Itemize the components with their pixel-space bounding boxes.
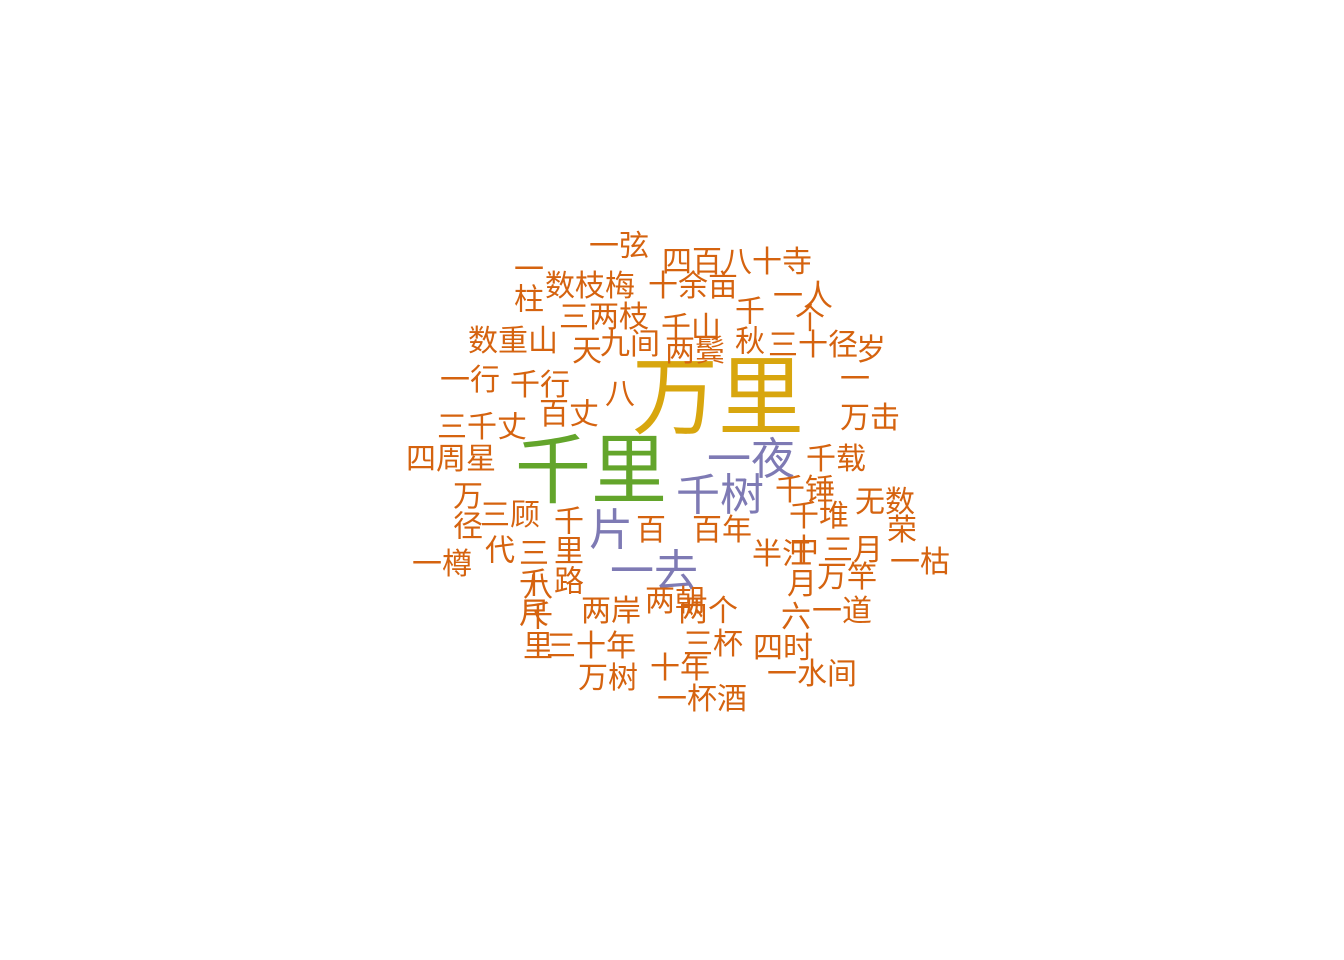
word-42: 月 [787,567,817,602]
word-51: 三杯 [683,627,743,662]
word-22: 三千丈 [437,410,527,445]
word-9: 千秋 [729,295,764,355]
word-24: 四周星 [406,442,496,477]
word-41: 荣 [887,513,917,548]
word-32: 千堆 [789,499,849,534]
word-wanli: 万里 [632,348,804,448]
word-16: 个 [795,302,825,337]
word-1: 一弦 [589,229,649,264]
word-48: 六 [781,600,811,635]
word-29: 三顾 [480,498,540,533]
word-11: 岁 [856,333,886,368]
word-49: 一道 [812,594,872,629]
word-20: 一 [840,362,870,397]
word-19: 八 [605,377,635,412]
word-47: 两个 [678,594,738,629]
word-28: 万径 [447,480,482,540]
word-55: 一水间 [767,657,857,692]
word-37: 半江 [752,537,812,572]
word-5: 十余亩 [648,269,738,304]
word-45: 两岸 [581,594,641,629]
word-30: 百 [636,513,666,548]
word-15: 两鬓 [665,334,725,369]
word-7: 三两枝 [559,300,649,335]
word-46: 两朝 [645,584,705,619]
word-40: 一枯 [890,545,950,580]
word-26: 千锤 [775,473,835,508]
word-14: 九间 [600,327,660,362]
word-25: 千载 [806,442,866,477]
word-36: 千里路 [548,505,583,595]
word-35: 三千尺 [513,537,548,627]
word-39: 三月 [823,533,883,568]
word-18: 千行 [510,368,570,403]
word-34: 代 [479,534,514,564]
word-4: 数枝梅 [545,269,635,304]
word-2: 四百八十寺 [662,245,812,280]
word-33: 一樽 [412,547,472,582]
word-qianli: 千里 [515,426,667,515]
word-52: 四时 [753,631,813,666]
word-13: 天 [572,334,602,369]
word-23: 万击 [840,401,900,436]
word-31: 百年 [692,513,752,548]
word-qianshu: 千树 [676,470,764,521]
word-yiye: 一夜 [707,434,795,485]
word-54: 万树 [578,661,638,696]
word-pian: 片 [589,505,633,556]
word-43: 万竿 [817,560,877,595]
word-27: 无数 [855,485,915,520]
word-yiqu: 一去 [610,546,698,597]
word-8: 千山 [661,311,721,346]
word-10: 三十径 [768,328,858,363]
word-56: 一杯酒 [657,682,747,717]
word-21: 百丈 [539,397,599,432]
word-44: 八千里 [517,570,552,660]
word-6: 一人 [773,279,833,314]
word-17: 一行 [440,363,500,398]
word-50: 三十年 [546,629,636,664]
word-3: 一柱 [508,253,543,313]
word-12: 数重山 [468,324,558,359]
word-38: 中 [789,533,819,568]
word-53: 十年 [650,651,710,686]
